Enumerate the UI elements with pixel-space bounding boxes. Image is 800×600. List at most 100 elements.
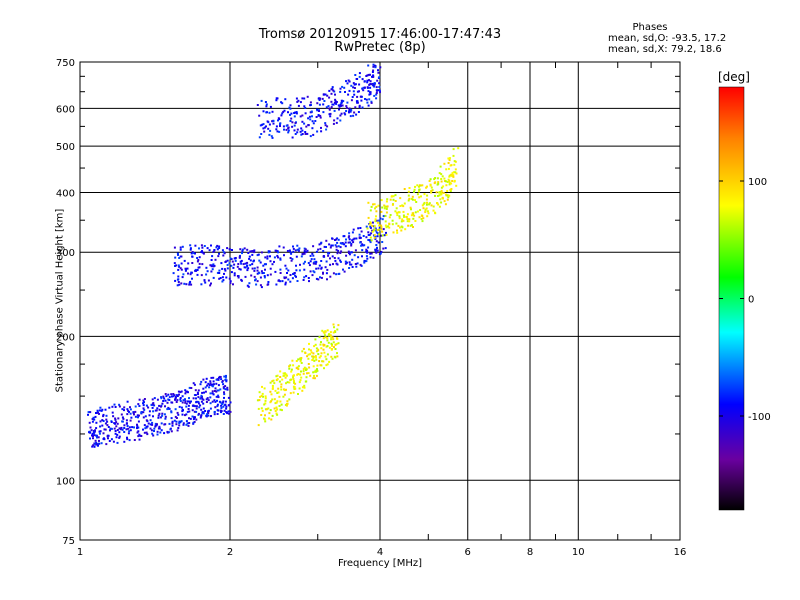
echo-point (289, 392, 292, 395)
echo-point (136, 423, 138, 426)
echo-point (114, 418, 117, 421)
echo-point (129, 408, 132, 411)
echo-point (274, 410, 277, 412)
echo-point (276, 392, 279, 394)
echo-point (238, 255, 241, 258)
echo-point (407, 190, 410, 193)
echo-point (348, 110, 350, 113)
echo-point (259, 276, 262, 279)
echo-point (434, 212, 437, 215)
echo-point (158, 427, 161, 430)
echo-point (333, 326, 335, 329)
echo-point (164, 405, 166, 408)
x-tick-label: 1 (77, 547, 83, 558)
echo-point (188, 422, 191, 424)
echo-point (158, 408, 161, 411)
echo-point (263, 130, 266, 133)
echo-point (309, 104, 312, 107)
echo-point (398, 215, 401, 218)
echo-point (376, 249, 379, 252)
echo-point (384, 214, 387, 217)
echo-point (314, 369, 317, 372)
echo-point (293, 115, 296, 118)
echo-point (426, 215, 429, 218)
echo-point (315, 370, 318, 373)
echo-point (127, 432, 130, 435)
echo-point (311, 120, 314, 123)
echo-point (150, 403, 153, 406)
echo-point (278, 130, 281, 133)
echo-point (286, 400, 289, 403)
echo-point (215, 395, 218, 398)
echo-point (348, 267, 351, 269)
echo-point (210, 376, 213, 379)
echo-point (374, 66, 377, 69)
echo-point (224, 378, 227, 381)
echo-point (374, 82, 376, 85)
echo-point (176, 252, 179, 255)
echo-point (345, 238, 347, 241)
echo-point (116, 441, 119, 444)
echo-point (287, 131, 290, 134)
echo-point (332, 331, 335, 334)
echo-point (291, 277, 294, 280)
echo-point (277, 256, 279, 259)
echo-point (347, 250, 350, 253)
echo-point (266, 274, 269, 277)
echo-point (344, 241, 347, 244)
echo-point (301, 389, 304, 392)
echo-point (307, 117, 310, 120)
echo-point (299, 357, 302, 360)
echo-point (430, 204, 433, 207)
echo-point (176, 395, 179, 397)
echo-point (202, 407, 205, 410)
echo-point (326, 329, 329, 332)
echo-point (127, 427, 130, 430)
echo-point (224, 269, 227, 272)
echo-point (343, 243, 346, 246)
echo-point (348, 89, 351, 92)
echo-point (423, 193, 426, 196)
echo-point (300, 370, 302, 373)
echo-point (221, 379, 224, 382)
echo-point (307, 372, 310, 375)
echo-point (196, 391, 199, 394)
echo-point (196, 273, 199, 276)
echo-point (449, 188, 452, 191)
echo-point (137, 430, 140, 433)
echo-point (443, 177, 446, 180)
echo-point (325, 128, 328, 131)
echo-point (197, 412, 200, 415)
echo-point (121, 416, 124, 419)
echo-point (307, 357, 310, 360)
echo-point (248, 255, 251, 258)
echo-point (201, 391, 204, 394)
echo-point (377, 69, 379, 72)
echo-point (128, 439, 131, 442)
echo-point (285, 382, 287, 385)
echo-point (128, 430, 131, 433)
echo-point (414, 199, 416, 202)
echo-point (402, 210, 405, 213)
echo-point (308, 264, 311, 267)
echo-point (269, 381, 272, 384)
echo-point (278, 395, 281, 398)
echo-point (339, 242, 342, 245)
echo-point (203, 245, 206, 247)
echo-point (123, 409, 125, 412)
echo-point (448, 159, 451, 162)
echo-point (399, 205, 402, 207)
echo-point (142, 399, 145, 402)
echo-point (284, 376, 287, 379)
echo-point (329, 112, 332, 115)
echo-point (253, 249, 256, 252)
echo-point (376, 221, 379, 224)
echo-point (369, 86, 372, 89)
echo-point (334, 244, 337, 247)
echo-point (175, 264, 178, 267)
echo-point (184, 269, 187, 272)
echo-point (255, 283, 258, 286)
echo-point (394, 194, 397, 197)
echo-point (366, 257, 369, 260)
echo-point (335, 238, 338, 241)
